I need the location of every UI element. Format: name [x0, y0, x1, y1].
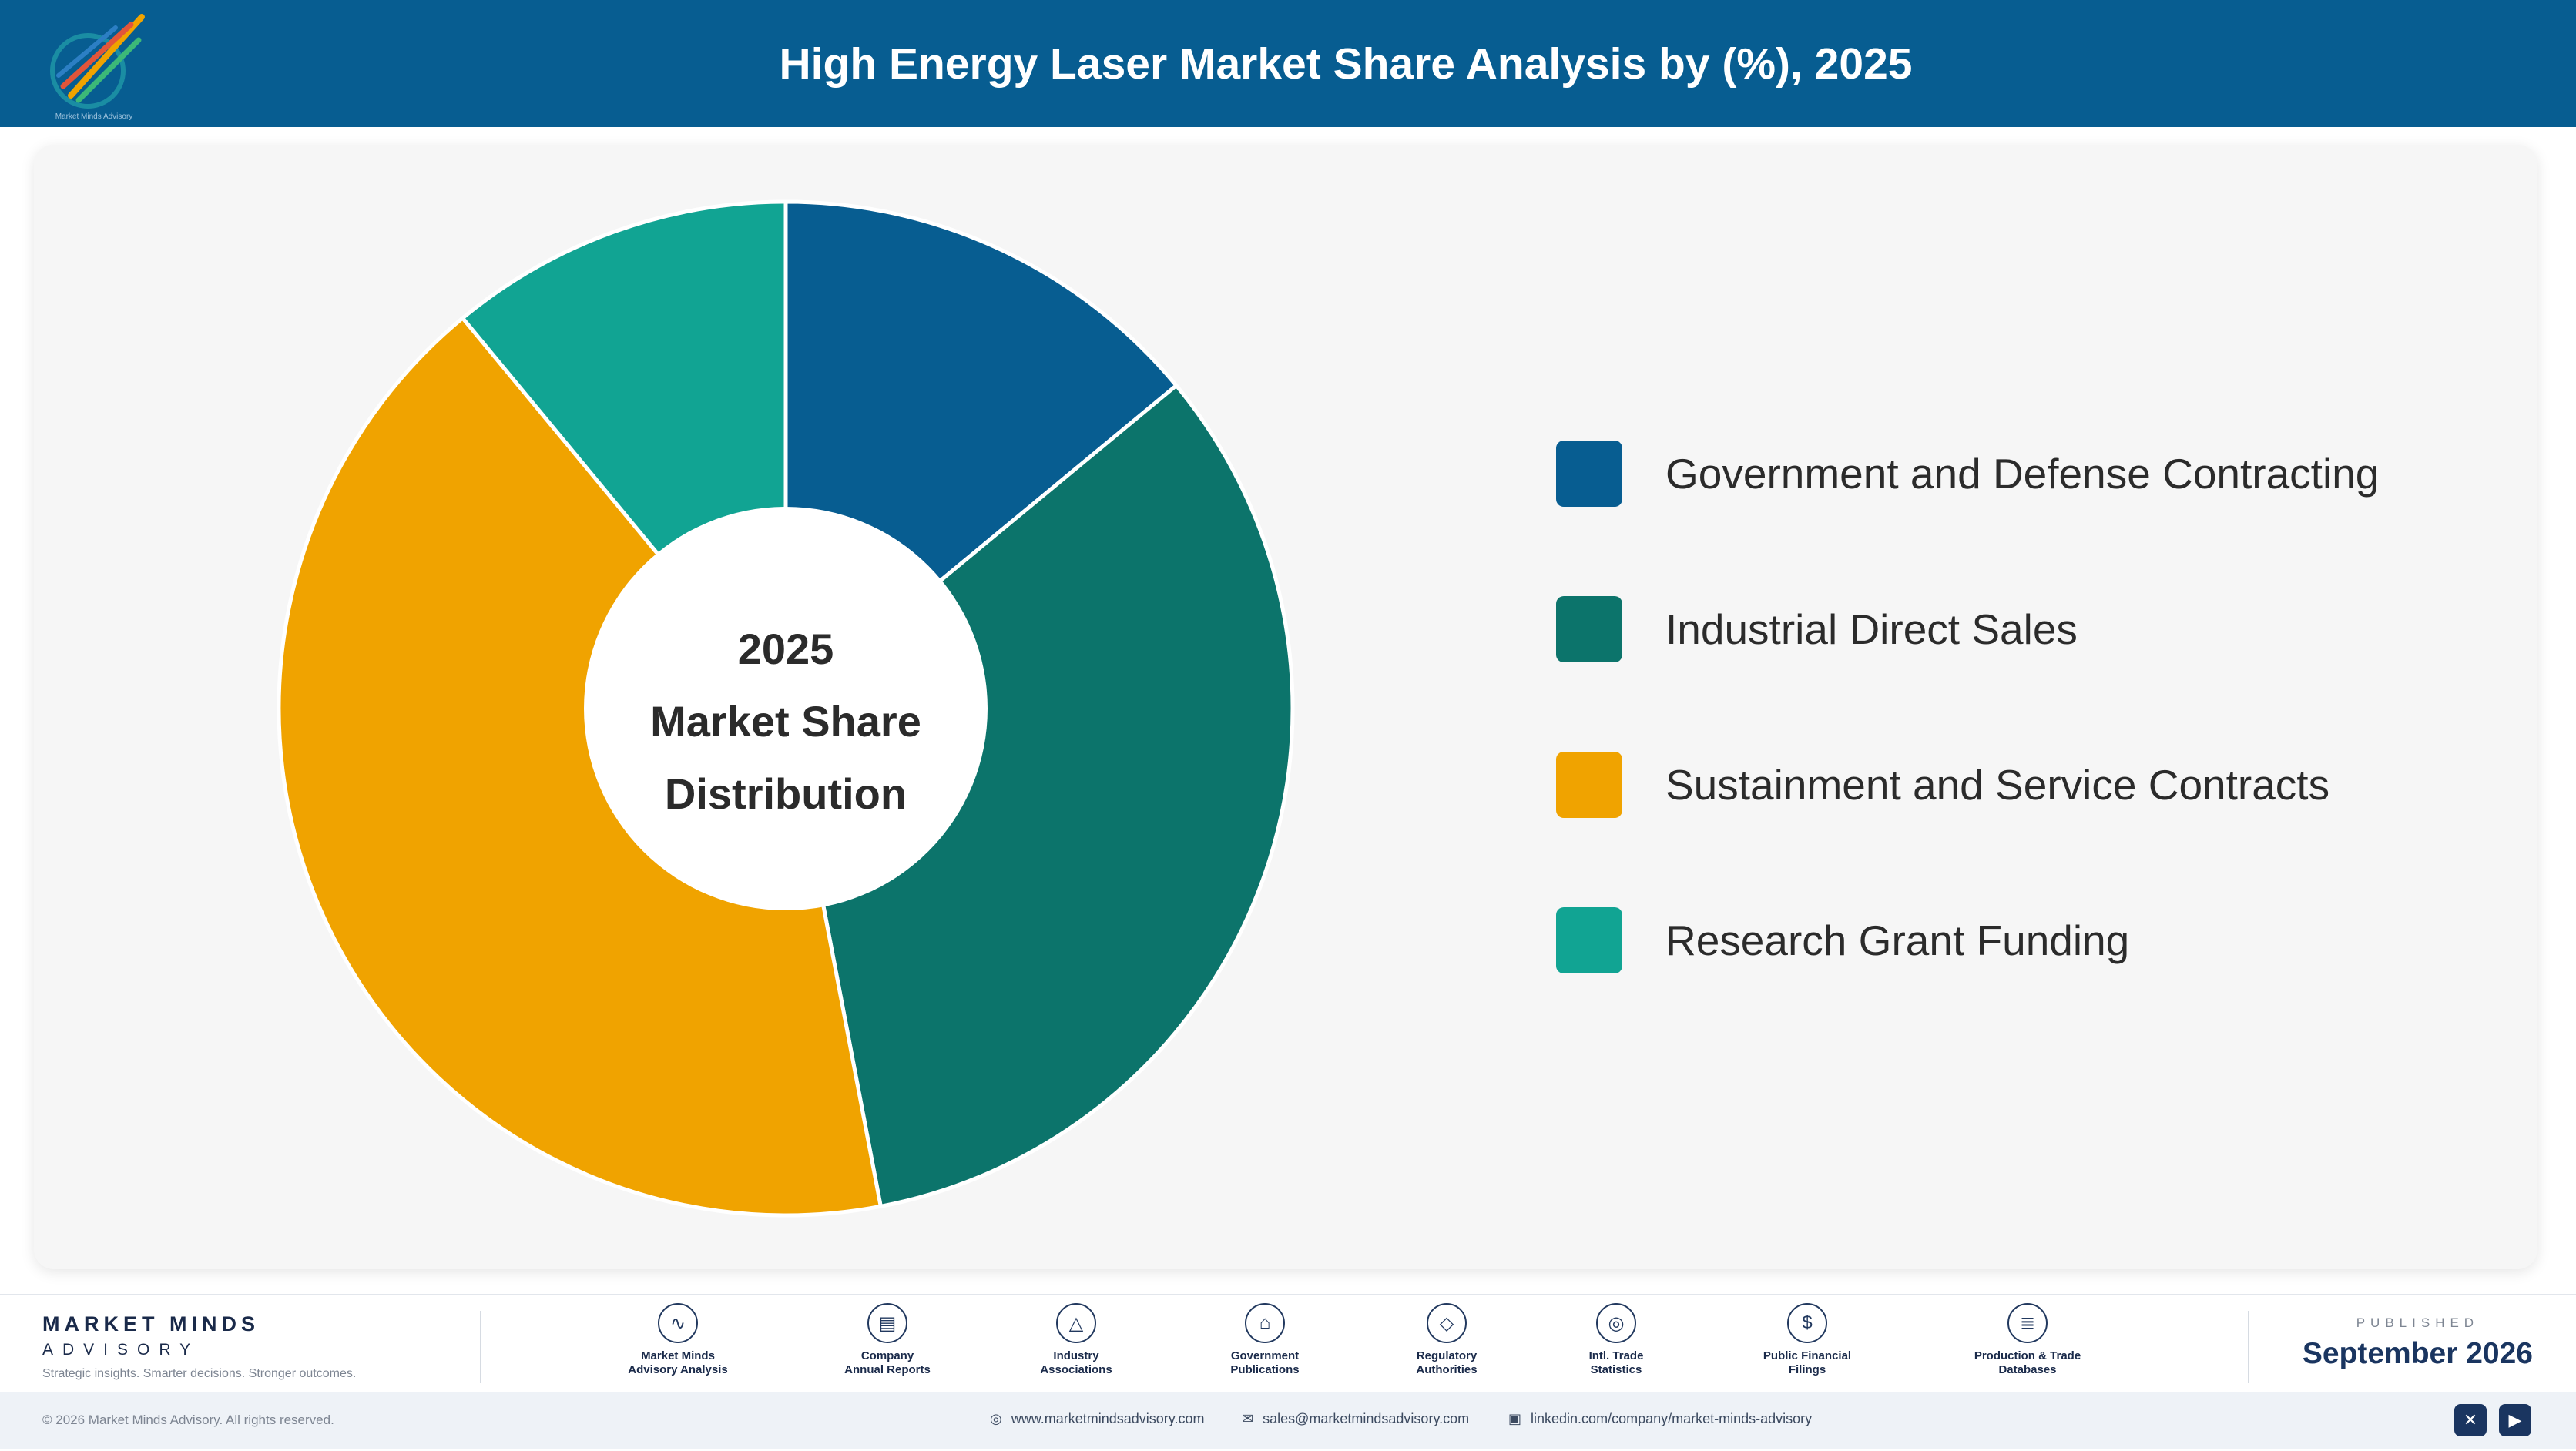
x-social-button[interactable]: ✕ — [2454, 1404, 2487, 1436]
legend-item-sustainment-service: Sustainment and Service Contracts — [1556, 752, 2379, 818]
source-item: ◇ Regulatory Authorities — [1370, 1303, 1524, 1377]
legend-label: Industrial Direct Sales — [1665, 605, 2078, 653]
legend-label: Research Grant Funding — [1665, 917, 2130, 964]
youtube-social-button[interactable]: ▶ — [2499, 1404, 2531, 1436]
header-bar: Market Minds Advisory High Energy Laser … — [0, 0, 2576, 127]
source-item: ▤ Company Annual Reports — [810, 1303, 964, 1377]
brand-tagline: Strategic insights. Smarter decisions. S… — [42, 1367, 357, 1380]
shield-icon: ◇ — [1427, 1303, 1467, 1343]
database-icon: ≣ — [2007, 1303, 2048, 1343]
source-label: Regulatory Authorities — [1416, 1349, 1478, 1376]
source-label: Government Publications — [1230, 1349, 1300, 1376]
legend-item-research-grant: Research Grant Funding — [1556, 907, 2379, 973]
legend-item-government-defense: Government and Defense Contracting — [1556, 441, 2379, 507]
company-logo: Market Minds Advisory — [50, 14, 145, 121]
source-item: ≣ Production & Trade Databases — [1950, 1303, 2105, 1377]
document-icon: ▤ — [867, 1303, 907, 1343]
copyright: © 2026 Market Minds Advisory. All rights… — [42, 1412, 334, 1427]
divider — [2248, 1311, 2249, 1383]
linkedin-text: linkedin.com/company/market-minds-adviso… — [1531, 1411, 1813, 1426]
pie-slice-industrial-direct-sales — [783, 383, 1295, 1209]
legend-swatch — [1556, 752, 1622, 818]
data-sources: ∿ Market Minds Advisory Analysis ▤ Company … — [601, 1303, 2172, 1396]
network-icon: △ — [1056, 1303, 1096, 1343]
brand-sub: ADVISORY — [42, 1341, 200, 1359]
linkedin-icon: ▣ — [1508, 1411, 1522, 1426]
legend-item-industrial-direct-sales: Industrial Direct Sales — [1556, 596, 2379, 662]
chart-legend: Government and Defense Contracting Indus… — [1556, 441, 2379, 1063]
published-block: PUBLISHED September 2026 — [2303, 1315, 2533, 1371]
bottom-bar: © 2026 Market Minds Advisory. All rights… — [0, 1392, 2576, 1449]
source-item: ◎ Intl. Trade Statistics — [1539, 1303, 1693, 1377]
source-label: Company Annual Reports — [844, 1349, 931, 1376]
website-link[interactable]: ◎ www.marketmindsadvisory.com — [990, 1411, 1204, 1427]
pie-slice-sustainment-and-service-contracts — [277, 315, 884, 1218]
center-label-year: 2025 — [738, 625, 834, 673]
published-label: PUBLISHED — [2356, 1315, 2480, 1330]
globe-icon: ◎ — [990, 1411, 1002, 1426]
source-label: Industry Associations — [1040, 1349, 1112, 1376]
source-item: ⌂ Government Publications — [1188, 1303, 1342, 1377]
legend-label: Sustainment and Service Contracts — [1665, 761, 2330, 809]
line-chart-icon: ∿ — [658, 1303, 698, 1343]
published-date: September 2026 — [2302, 1337, 2533, 1370]
linkedin-link[interactable]: ▣ linkedin.com/company/market-minds-advi… — [1508, 1411, 1812, 1427]
website-text: www.marketmindsadvisory.com — [1011, 1411, 1205, 1426]
mail-icon: ✉ — [1242, 1411, 1254, 1426]
donut-hole — [584, 507, 988, 910]
brand-name: MARKET MINDS — [42, 1312, 260, 1335]
source-label: Public Financial Filings — [1763, 1349, 1852, 1376]
source-item: $ Public Financial Filings — [1730, 1303, 1884, 1377]
email-text: sales@marketmindsadvisory.com — [1263, 1411, 1470, 1426]
logo-text: Market Minds Advisory — [55, 112, 133, 121]
source-label: Market Minds Advisory Analysis — [628, 1349, 728, 1376]
source-label: Intl. Trade Statistics — [1588, 1349, 1644, 1376]
youtube-icon: ▶ — [2508, 1410, 2522, 1429]
footer-brand: MARKET MINDS ADVISORY Strategic insights… — [42, 1312, 356, 1381]
dollar-icon: $ — [1787, 1303, 1827, 1343]
divider — [480, 1311, 481, 1383]
government-building-icon: ⌂ — [1245, 1303, 1285, 1343]
globe-icon: ◎ — [1596, 1303, 1636, 1343]
x-icon: ✕ — [2463, 1410, 2478, 1429]
page-title: High Energy Laser Market Share Analysis … — [779, 39, 1913, 89]
donut-chart: 2025 Market Share Distribution — [277, 202, 1295, 1218]
source-item: ∿ Market Minds Advisory Analysis — [601, 1303, 755, 1377]
center-label-line2: Market Share — [650, 697, 921, 746]
legend-swatch — [1556, 441, 1622, 507]
email-link[interactable]: ✉ sales@marketmindsadvisory.com — [1242, 1411, 1469, 1427]
legend-swatch — [1556, 907, 1622, 973]
source-label: Production & Trade Databases — [1974, 1349, 2081, 1376]
legend-swatch — [1556, 596, 1622, 662]
source-item: △ Industry Associations — [999, 1303, 1153, 1377]
legend-label: Government and Defense Contracting — [1665, 450, 2380, 498]
center-label-line3: Distribution — [665, 769, 907, 818]
